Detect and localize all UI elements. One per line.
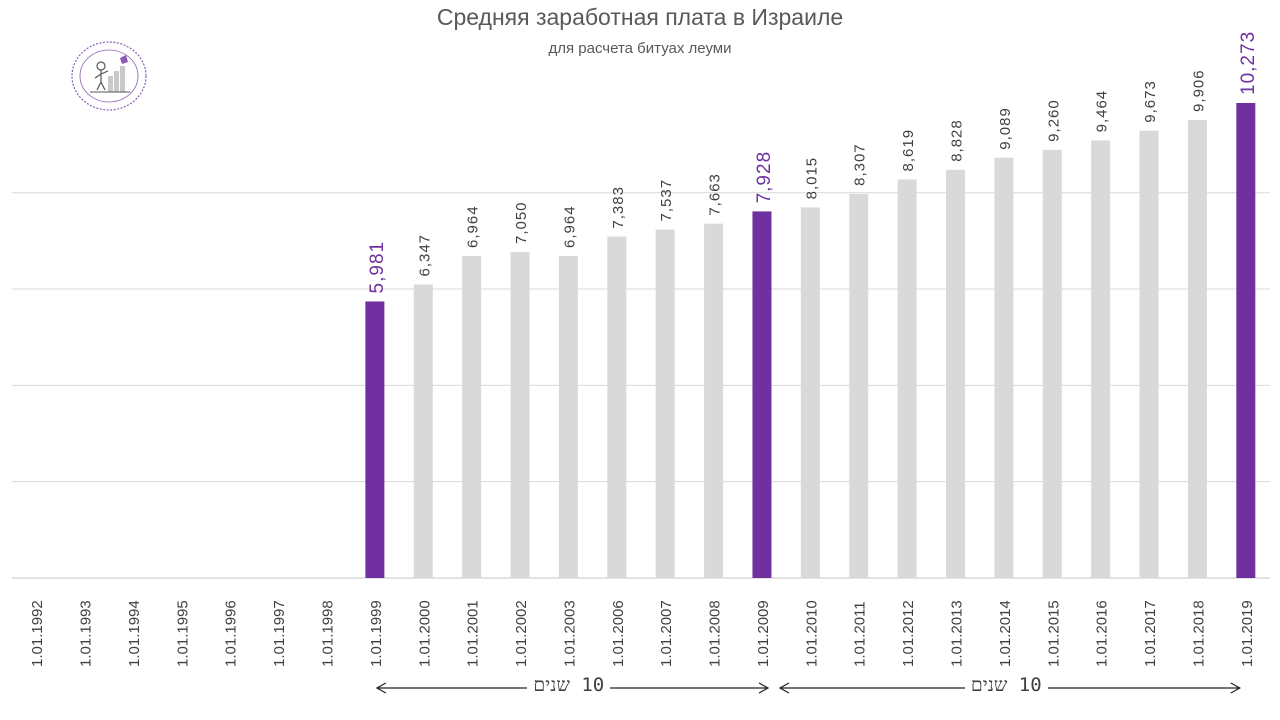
highlighted-bar (752, 211, 772, 578)
x-tick-label: 1.01.2019 (1239, 600, 1256, 667)
gridlines (12, 192, 1270, 579)
x-tick-label: 1.01.2007 (658, 600, 675, 667)
bar (607, 236, 627, 578)
x-tick-label: 1.01.2012 (900, 600, 917, 667)
x-tick-label: 1.01.1999 (368, 600, 385, 667)
stamp-logo-icon (71, 41, 147, 111)
data-label: 9,906 (1190, 69, 1207, 112)
data-label: 9,673 (1142, 80, 1159, 123)
x-tick-label: 1.01.1995 (174, 600, 191, 667)
data-label: 8,828 (949, 119, 966, 162)
data-label: 6,964 (465, 205, 482, 248)
bar (1042, 149, 1062, 578)
x-tick-label: 1.01.2008 (707, 600, 724, 667)
bar (897, 179, 917, 578)
data-label: 8,619 (900, 129, 917, 172)
data-label: 9,089 (997, 107, 1014, 150)
highlighted-bar (1236, 102, 1256, 579)
x-tick-label: 1.01.2001 (465, 600, 482, 667)
bar (946, 169, 965, 578)
x-tick-label: 1.01.2002 (513, 600, 530, 667)
bar (1091, 140, 1111, 578)
data-label: 9,260 (1045, 99, 1062, 142)
bar (1139, 130, 1159, 579)
x-tick-label: 1.01.1997 (271, 600, 288, 667)
bar (462, 255, 482, 579)
x-tick-label: 1.01.1994 (126, 600, 143, 667)
bar (704, 223, 724, 578)
data-labels: 5,981 6,347 6,964 7,050 6,964 7,383 7,537 7,663… (367, 31, 1259, 294)
span-arrows (375, 682, 1242, 694)
bar (1187, 119, 1207, 578)
x-tick-label: 1.01.2016 (1094, 600, 1111, 667)
x-tick-label: 1.01.1992 (29, 600, 46, 667)
highlighted-bar (365, 301, 385, 578)
data-label: 8,015 (803, 157, 820, 200)
x-tick-label: 1.01.2014 (997, 600, 1014, 667)
bar (994, 157, 1014, 578)
x-tick-label: 1.01.2018 (1190, 600, 1207, 667)
bar (413, 284, 433, 578)
data-label: 9,464 (1094, 90, 1111, 133)
data-label: 8,307 (852, 143, 869, 186)
span-label-1: 10 שנים (527, 674, 611, 697)
data-label: 7,050 (513, 201, 530, 244)
x-tick-label: 1.01.2000 (416, 600, 433, 667)
bar (655, 229, 675, 578)
x-tick-label: 1.01.1996 (223, 600, 240, 667)
x-tick-label: 1.01.1993 (78, 600, 95, 667)
data-label: 6,347 (416, 234, 433, 277)
data-label: 7,383 (610, 186, 627, 229)
x-tick-label: 1.01.1998 (320, 600, 337, 667)
bar (510, 252, 530, 578)
bar (800, 207, 820, 578)
chart-subtitle: для расчета битуах леуми (548, 40, 732, 57)
x-tick-labels: 1.01.1992 1.01.1993 1.01.1994 1.01.1995 1.01… (29, 600, 1256, 667)
data-label: 7,928 (754, 151, 775, 204)
data-label: 10,273 (1238, 31, 1259, 95)
data-label: 7,663 (707, 173, 724, 216)
chart-title: Средняя заработная плата в Израиле (436, 4, 844, 30)
x-tick-label: 1.01.2015 (1045, 600, 1062, 667)
x-tick-label: 1.01.2013 (949, 600, 966, 667)
x-tick-label: 1.01.2010 (803, 600, 820, 667)
data-label: 5,981 (367, 241, 388, 294)
x-tick-label: 1.01.2006 (610, 600, 627, 667)
bars (365, 102, 1256, 579)
data-label: 7,537 (658, 179, 675, 222)
bar (558, 255, 578, 579)
span-label-2: 10 שנים (964, 674, 1048, 697)
x-tick-label: 1.01.2017 (1142, 600, 1159, 667)
x-tick-label: 1.01.2003 (561, 600, 578, 667)
x-tick-label: 1.01.2011 (852, 601, 869, 667)
x-tick-label: 1.01.2009 (755, 600, 772, 667)
data-label: 6,964 (561, 205, 578, 248)
bar (849, 193, 869, 578)
